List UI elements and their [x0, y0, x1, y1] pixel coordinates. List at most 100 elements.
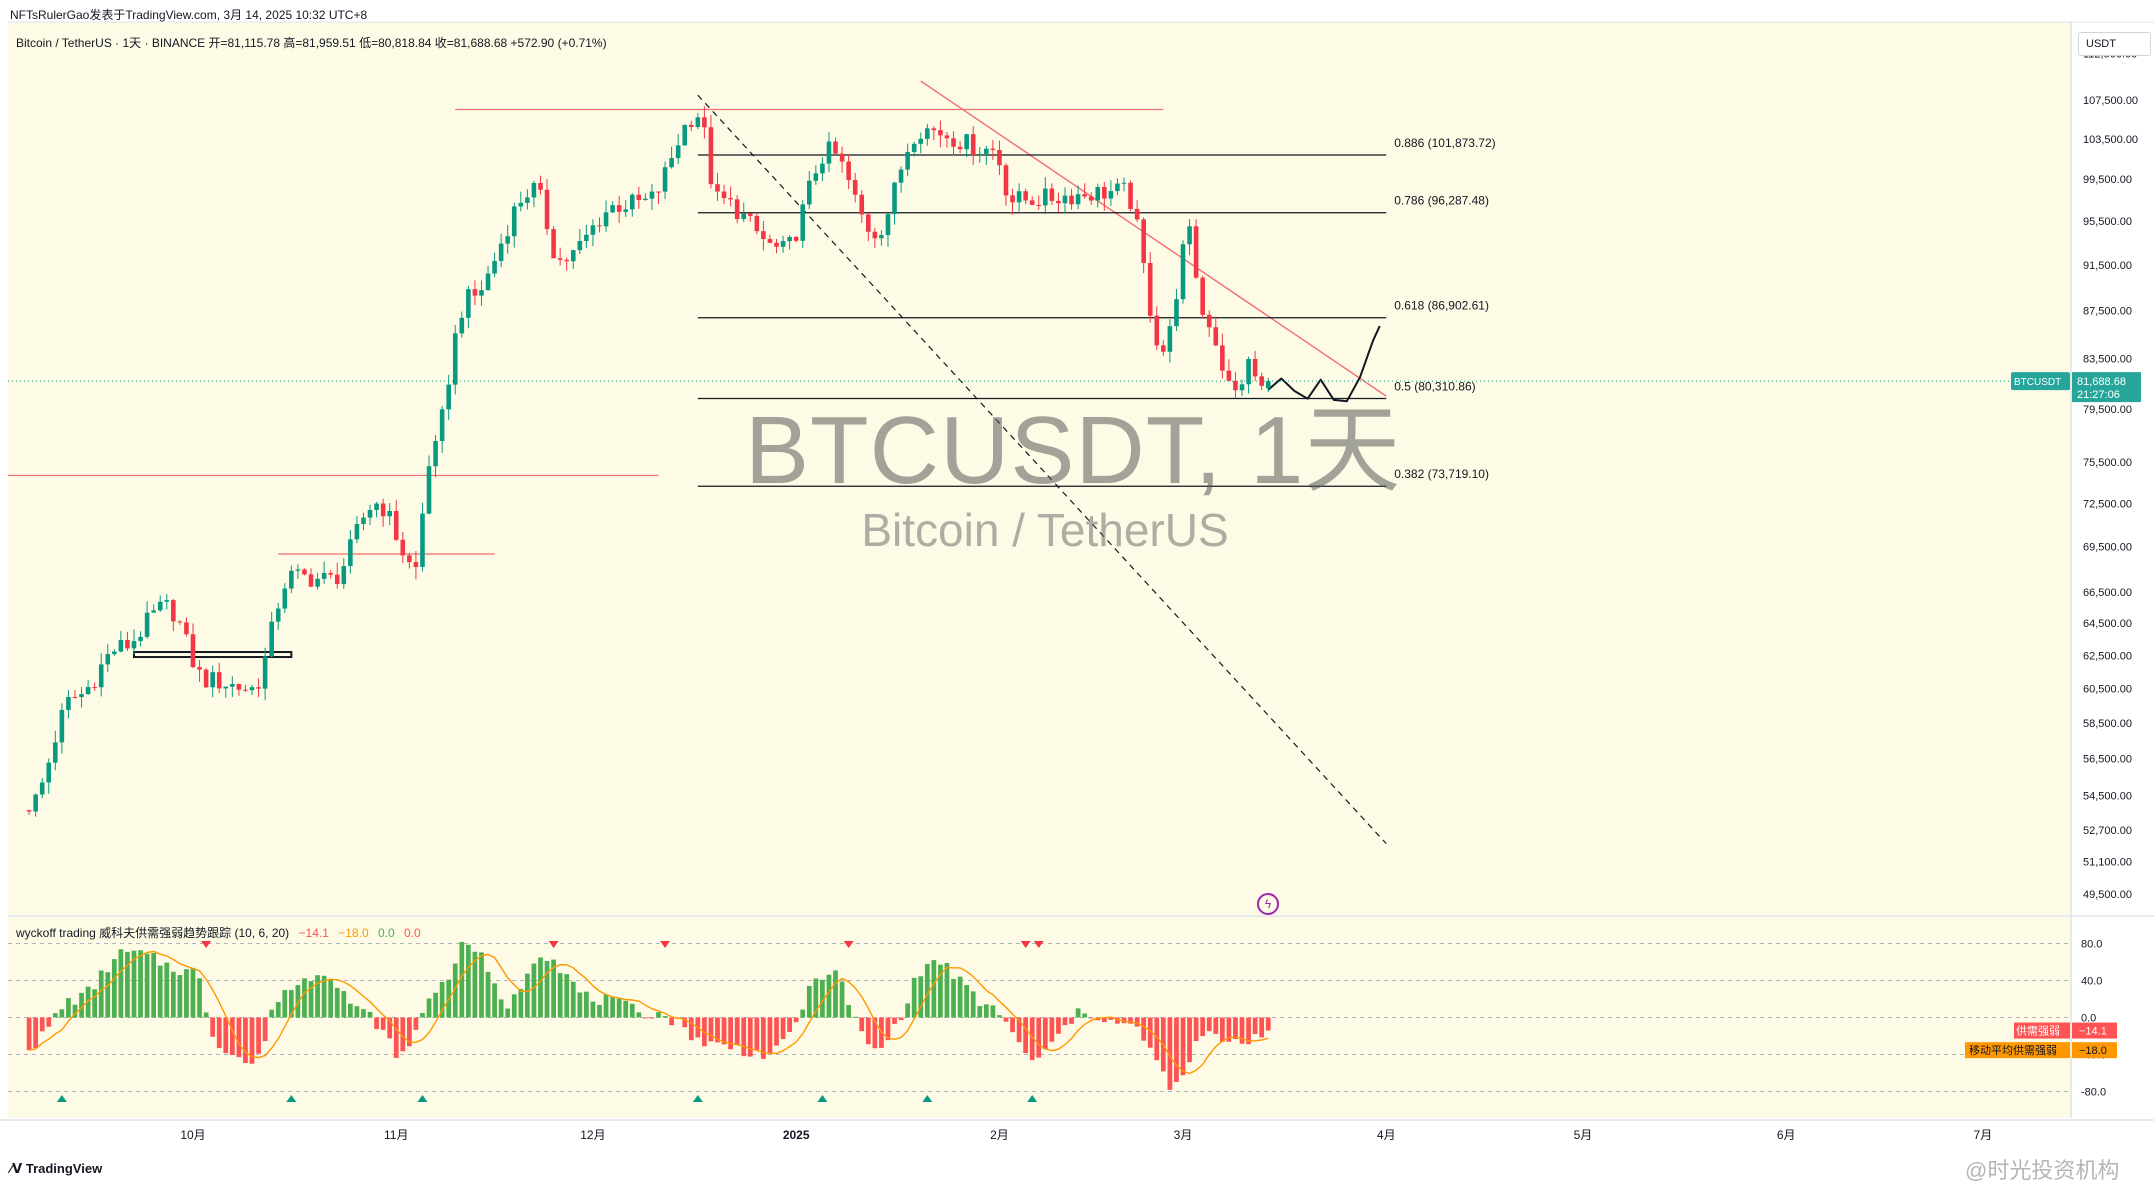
symbol-ohlc-legend[interactable]: Bitcoin / TetherUS · 1天 · BINANCE 开=81,1…: [16, 36, 607, 50]
time-tick-label: 10月: [180, 1128, 205, 1142]
indicator-bar: [98, 970, 104, 1018]
candle-body: [787, 236, 792, 242]
candle-body: [977, 153, 983, 156]
candle: [688, 120, 694, 132]
candle-body: [66, 697, 71, 710]
candle-body: [872, 231, 878, 239]
indicator-bar: [872, 1017, 878, 1049]
currency-selector[interactable]: USDT: [2078, 32, 2151, 56]
candle-body: [938, 130, 943, 136]
indicator-bar: [852, 1016, 858, 1018]
candle: [964, 133, 969, 158]
candle: [1180, 240, 1186, 304]
candle: [466, 285, 471, 329]
indicator-bar: [741, 1017, 747, 1057]
drawing-tools[interactable]: 0.886 (101,873.72) 0.786 (96,287.48) 0.618…: [8, 80, 2071, 845]
price-tick-label: 62,500.00: [2083, 650, 2132, 662]
candle-body: [1141, 219, 1146, 263]
candle-body: [1108, 191, 1114, 199]
candle: [33, 793, 38, 817]
indicator-bar: [833, 970, 838, 1018]
candle: [275, 602, 281, 630]
buy-signal-marker: [922, 1095, 933, 1102]
indicator-bar: [111, 959, 117, 1018]
candle: [354, 516, 360, 544]
candle: [1062, 187, 1068, 214]
candle-body: [957, 146, 963, 150]
indicator-bar: [380, 1017, 386, 1030]
candle-body: [715, 184, 720, 192]
candle: [203, 667, 209, 689]
candle-body: [1010, 195, 1015, 203]
indicator-bar: [997, 1015, 1002, 1018]
candle: [1056, 192, 1061, 213]
candle-body: [557, 258, 563, 260]
candle: [892, 181, 897, 225]
candle: [1121, 177, 1127, 192]
candle-body: [984, 148, 989, 154]
indicator-bar: [1128, 1017, 1133, 1024]
time-tick-label: 5月: [1574, 1128, 1593, 1142]
indicator-bar: [1180, 1017, 1186, 1076]
candle: [839, 146, 845, 173]
indicator-bar: [577, 992, 583, 1018]
candle: [492, 252, 497, 278]
indicator-bar: [420, 1012, 425, 1018]
candle-body: [564, 259, 570, 262]
indicator-label-1-box: [2014, 1022, 2070, 1039]
last-price-text: 81,688.68: [2077, 376, 2126, 388]
indicator-bar: [1141, 1017, 1147, 1041]
candle: [741, 202, 747, 223]
indicator-bar: [157, 965, 163, 1018]
candle-body: [1049, 188, 1055, 201]
candle: [1161, 340, 1166, 356]
candle-body: [256, 687, 261, 689]
indicator-bar: [177, 975, 183, 1018]
candle-body: [1016, 191, 1022, 203]
candle-body: [754, 215, 760, 232]
indicator-bar: [26, 1017, 32, 1051]
candle: [1029, 196, 1035, 206]
candle-body: [144, 612, 150, 637]
indicator-bar: [426, 998, 432, 1018]
candle: [1036, 195, 1042, 210]
indicator-tick-label: 0.0: [2081, 1013, 2096, 1025]
candle: [1213, 316, 1219, 347]
candle: [1088, 192, 1094, 205]
candle: [249, 684, 255, 695]
indicator-legend[interactable]: wyckoff trading 威科夫供需强弱趋势跟踪 (10, 6, 20) …: [16, 924, 421, 941]
candle: [66, 690, 71, 719]
indicator-bar: [511, 994, 517, 1018]
candle: [721, 184, 727, 205]
indicator-bar: [269, 1009, 275, 1018]
candle: [341, 558, 347, 589]
candle-body: [53, 742, 58, 763]
candle-body: [236, 684, 242, 690]
flash-icon[interactable]: ϟ: [1257, 893, 1279, 915]
candle: [754, 212, 760, 235]
indicator-bar: [92, 989, 98, 1018]
candle-body: [1246, 358, 1251, 385]
indicator-bar: [479, 952, 484, 1018]
indicator-bar: [846, 1005, 851, 1018]
candle-body: [112, 651, 117, 655]
buy-signal-marker: [417, 1095, 428, 1102]
candle: [898, 166, 904, 193]
indicator-bar: [1265, 1017, 1271, 1031]
candle-body: [1193, 226, 1199, 278]
candle: [498, 233, 504, 268]
candle: [197, 660, 202, 682]
indicator-bar: [983, 1004, 989, 1018]
candle: [525, 189, 530, 210]
candle: [387, 503, 392, 526]
candle: [885, 213, 891, 247]
candle-body: [964, 134, 969, 150]
candle: [557, 247, 563, 266]
tradingview-logo[interactable]: ⁄ᐯ TradingView: [10, 1161, 102, 1177]
candle: [39, 778, 45, 799]
indicator-bar: [1062, 1017, 1068, 1026]
candle-body: [846, 161, 851, 181]
indicator-bar: [518, 988, 524, 1018]
price-tick-label: 79,500.00: [2083, 404, 2132, 416]
